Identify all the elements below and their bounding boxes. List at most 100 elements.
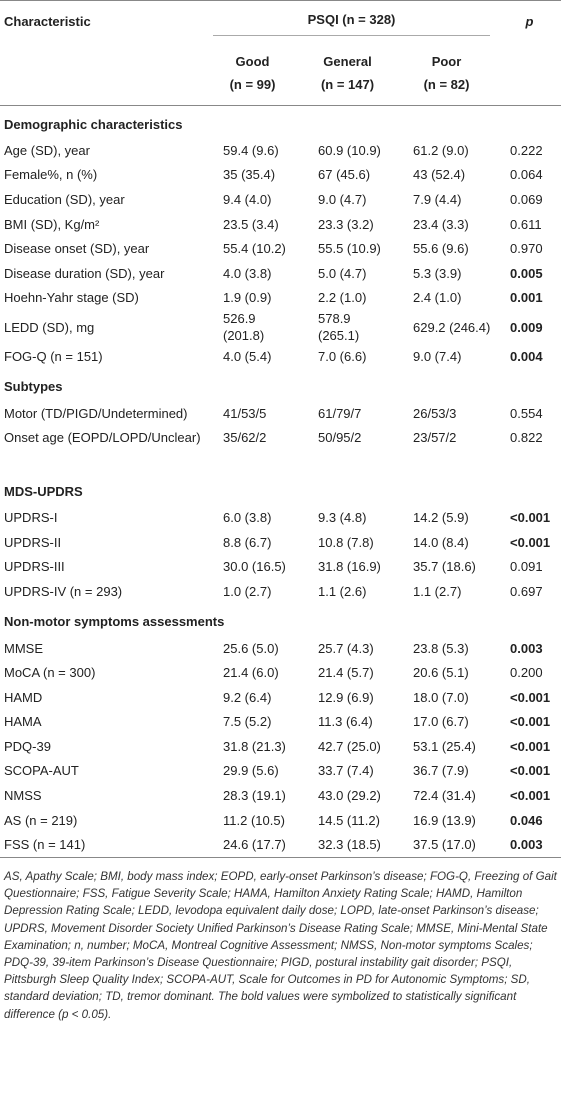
p-value: 0.003 [498, 832, 561, 859]
header-cell: General (n = 147) [300, 41, 395, 106]
column-header: (n = 99) [229, 77, 276, 92]
data-row: AS (n = 219) 11.2 (10.5) 14.5 (11.2) 16.9 (… [0, 808, 561, 833]
value-cell: 26/53/3 [413, 405, 457, 421]
value-cell: 36.7 (7.9) [413, 763, 469, 779]
value-cell: 29.9 (5.6) [223, 763, 279, 779]
value-cell: 61/79/7 [318, 405, 362, 421]
value-cell: 17.0 (6.7) [413, 714, 469, 730]
data-row: UPDRS-III 30.0 (16.5) 31.8 (16.9) 35.7 (18.… [0, 555, 561, 580]
section-title: Non-motor symptoms assessments [4, 614, 225, 630]
row-label: UPDRS-IV (n = 293) [4, 583, 123, 599]
row-label: Disease onset (SD), year [4, 241, 150, 257]
p-value: 0.611 [510, 216, 542, 232]
data-row: PDQ-39 31.8 (21.3) 42.7 (25.0) 53.1 (25.4) <… [0, 734, 561, 759]
data-row: NMSS 28.3 (19.1) 43.0 (29.2) 72.4 (31.4) <0.… [0, 783, 561, 808]
data-row: MMSE 25.6 (5.0) 25.7 (4.3) 23.8 (5.3) 0.003 [0, 636, 561, 661]
section-row: Subtypes [0, 369, 561, 401]
value-cell: 30.0 (16.5) [223, 559, 286, 575]
value-cell: 5.0 (4.7) [318, 265, 367, 281]
row-label: UPDRS-II [4, 534, 62, 550]
value-cell: 7.0 (6.6) [318, 348, 367, 364]
value-cell: 2.4 (1.0) [413, 290, 462, 306]
value-cell: 10.8 (7.8) [318, 534, 374, 550]
data-row: SCOPA-AUT 29.9 (5.6) 33.7 (7.4) 36.7 (7.9) <… [0, 759, 561, 784]
header-cell [498, 41, 561, 106]
value-cell: 42.7 (25.0) [318, 738, 381, 754]
value-cell: 25.7 (4.3) [318, 640, 374, 656]
value-cell: 9.0 (4.7) [318, 191, 367, 207]
value-cell: 20.6 (5.1) [413, 665, 469, 681]
data-row: Hoehn-Yahr stage (SD) 1.9 (0.9) 2.2 (1.0) 2… [0, 286, 561, 311]
value-cell: 23.5 (3.4) [223, 216, 279, 232]
row-label: Onset age (EOPD/LOPD/Unclear) [4, 430, 201, 446]
data-row: BMI (SD), Kg/m² 23.5 (3.4) 23.3 (3.2) 23.4 … [0, 212, 561, 237]
value-cell: 60.9 (10.9) [318, 142, 381, 158]
data-row: UPDRS-I 6.0 (3.8) 9.3 (4.8) 14.2 (5.9) <0.00… [0, 505, 561, 530]
value-cell: 31.8 (21.3) [223, 738, 286, 754]
column-header: (n = 82) [423, 77, 470, 92]
data-row: FOG-Q (n = 151) 4.0 (5.4) 7.0 (6.6) 9.0 (7.… [0, 344, 561, 369]
value-cell: 41/53/5 [223, 405, 267, 421]
row-label: SCOPA-AUT [4, 763, 79, 779]
column-header: (n = 147) [320, 77, 375, 92]
value-cell: 6.0 (3.8) [223, 510, 272, 526]
p-value: 0.222 [510, 142, 543, 158]
row-label: MoCA (n = 300) [4, 665, 96, 681]
header-row: Characteristic PSQI (n = 328) p [0, 0, 561, 41]
value-cell: 18.0 (7.0) [413, 689, 469, 705]
section-row: Demographic characteristics [0, 106, 561, 139]
p-value: 0.069 [510, 191, 543, 207]
p-value: 0.009 [510, 319, 543, 335]
value-cell: 61.2 (9.0) [413, 142, 469, 158]
value-cell: 23.4 (3.3) [413, 216, 469, 232]
value-cell: 35 (35.4) [223, 167, 276, 183]
value-cell: 11.2 (10.5) [223, 812, 285, 828]
data-row: HAMA 7.5 (5.2) 11.3 (6.4) 17.0 (6.7) <0.001 [0, 710, 561, 735]
value-cell: 5.3 (3.9) [413, 265, 462, 281]
p-value: 0.064 [510, 167, 543, 183]
value-cell: 526.9 (201.8) [223, 311, 265, 344]
p-value: 0.005 [510, 265, 543, 281]
value-cell: 629.2 (246.4) [413, 319, 491, 335]
value-cell: 9.0 (7.4) [413, 348, 462, 364]
value-cell: 7.9 (4.4) [413, 191, 462, 207]
row-label: AS (n = 219) [4, 812, 78, 828]
value-cell: 7.5 (5.2) [223, 714, 272, 730]
p-value: 0.697 [510, 583, 543, 599]
column-header: Good [235, 54, 270, 69]
row-label: UPDRS-III [4, 559, 65, 575]
results-table: Characteristic PSQI (n = 328) p Good (n =… [0, 0, 561, 859]
row-label: PDQ-39 [4, 738, 51, 754]
value-cell: 32.3 (18.5) [300, 832, 395, 859]
value-cell: 8.8 (6.7) [223, 534, 272, 550]
p-value: <0.001 [510, 763, 551, 779]
row-label: FSS (n = 141) [0, 832, 205, 859]
p-value: 0.004 [510, 348, 543, 364]
row-label: Female%, n (%) [4, 167, 98, 183]
data-row: UPDRS-II 8.8 (6.7) 10.8 (7.8) 14.0 (8.4) <0.… [0, 530, 561, 555]
value-cell: 53.1 (25.4) [413, 738, 476, 754]
p-value: 0.091 [510, 559, 543, 575]
header-cell: Poor (n = 82) [395, 41, 499, 106]
header-cell: Good (n = 99) [205, 41, 300, 106]
p-value: 0.003 [510, 640, 543, 656]
data-row: UPDRS-IV (n = 293) 1.0 (2.7) 1.1 (2.6) 1.1 … [0, 579, 561, 604]
value-cell: 14.0 (8.4) [413, 534, 469, 550]
value-cell: 23.8 (5.3) [413, 640, 469, 656]
value-cell: 1.1 (2.7) [413, 583, 462, 599]
value-cell: 35/62/2 [223, 430, 267, 446]
value-cell: 9.3 (4.8) [318, 510, 367, 526]
group-header: PSQI (n = 328) [213, 6, 491, 36]
value-cell: 55.6 (9.6) [413, 241, 469, 257]
data-row: Education (SD), year 9.4 (4.0) 9.0 (4.7) 7.… [0, 187, 561, 212]
row-label: Education (SD), year [4, 191, 125, 207]
row-label: BMI (SD), Kg/m² [4, 216, 100, 232]
section-title: Subtypes [4, 379, 63, 395]
column-header: General [323, 54, 372, 69]
section-title: Demographic characteristics [4, 116, 183, 132]
value-cell: 50/95/2 [318, 430, 362, 446]
header-cell: PSQI (n = 328) [205, 0, 499, 41]
data-row: MoCA (n = 300) 21.4 (6.0) 21.4 (5.7) 20.6 (… [0, 660, 561, 685]
value-cell: 4.0 (3.8) [223, 265, 272, 281]
